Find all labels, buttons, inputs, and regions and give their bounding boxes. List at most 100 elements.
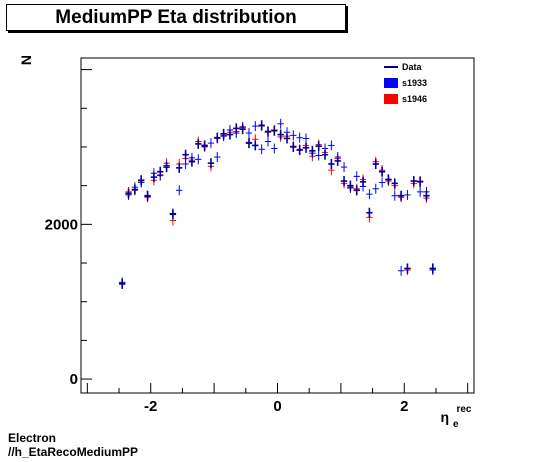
data-point-Data [347,180,354,191]
data-point-s1933 [271,143,278,154]
x-axis-label-sub: e [453,419,459,430]
data-point-Data [150,172,158,183]
data-point-s1933 [195,154,202,165]
data-point-Data [302,142,310,153]
data-point-Data [169,209,177,220]
data-point-Data [328,158,335,169]
axes: -2 0 2 0 2000 [45,69,469,415]
data-point-Data [220,128,227,139]
data-point-Data [353,185,360,196]
data-point-Data [239,124,246,135]
data-point-Data [315,141,322,152]
plot-frame [80,57,475,394]
series-s1933 [119,118,436,288]
data-point-Data [233,123,240,134]
data-marks [119,118,436,289]
data-point-s1933 [372,183,379,194]
data-point-s1933 [404,189,411,200]
data-point-Data [397,190,405,201]
data-point-Data [372,158,379,169]
data-point-s1933 [378,177,386,188]
data-point-s1933 [315,150,322,161]
data-point-s1933 [277,118,284,129]
data-point-s1933 [290,130,297,141]
data-point-Data [296,145,303,156]
data-point-s1933 [416,186,424,197]
data-point-s1933 [366,189,373,200]
data-point-s1933 [340,162,348,173]
data-point-s1933 [264,136,272,147]
data-point-Data [144,190,151,201]
data-point-s1933 [258,144,265,155]
legend-label-s1946: s1946 [402,94,427,104]
data-point-Data [214,132,221,143]
data-point-s1933 [252,121,259,132]
y-axis-label: N [18,55,34,65]
series-Data [119,120,436,289]
legend-label-s1933: s1933 [402,78,427,88]
data-point-Data [157,166,164,177]
data-point-Data [429,263,436,274]
series-s1946 [119,121,436,289]
x-tick-label: 2 [400,398,408,415]
data-point-Data [410,176,417,187]
data-point-s1933 [397,265,405,276]
data-point-Data [252,140,259,151]
y-tick-label: 0 [70,371,78,388]
data-point-s1933 [182,158,189,169]
data-point-Data [423,190,430,201]
x-tick-label: 0 [273,398,281,415]
data-point-Data [277,129,284,140]
data-point-Data [131,184,139,195]
y-tick-label: 2000 [45,216,78,233]
data-point-Data [119,278,126,289]
data-point-Data [195,138,202,149]
legend: Data s1933 s1946 [384,62,427,104]
data-point-s1933 [328,140,335,151]
data-point-Data [182,149,189,160]
data-point-Data [125,188,132,199]
data-point-Data [290,141,297,152]
data-point-Data [138,175,145,186]
data-point-Data [378,166,386,177]
data-point-s1933 [176,185,183,196]
x-tick-label: -2 [144,398,157,415]
data-point-Data [283,133,291,144]
data-point-s1933 [245,128,253,139]
data-point-Data [245,138,253,149]
data-point-Data [188,156,196,167]
data-point-s1933 [296,132,303,143]
data-point-Data [207,158,215,169]
data-point-s1933 [207,138,215,149]
footer-histogram-path: //h_EtaRecoMediumPP [8,445,139,459]
data-point-s1933 [214,152,221,163]
data-point-Data [366,207,373,218]
data-point-Data [416,176,424,187]
data-point-Data [201,140,208,151]
data-point-s1933 [391,190,398,201]
x-axis-label: η e rec [441,404,472,430]
data-point-Data [226,129,234,140]
data-point-Data [385,174,392,185]
x-axis-label-sup: rec [456,404,471,415]
data-point-s1933 [302,133,310,144]
data-point-Data [176,162,183,173]
chart-title-box: MediumPP Eta distribution [6,4,346,31]
data-point-Data [309,145,316,156]
data-point-Data [264,126,272,137]
legend-marker-s1946 [384,94,398,104]
data-point-Data [404,263,411,274]
data-point-Data [391,178,398,189]
chart-title: MediumPP Eta distribution [55,7,297,28]
data-point-Data [340,176,348,187]
data-point-Data [334,155,341,166]
data-point-s1933 [353,171,360,182]
x-axis-label-eta: η [441,409,450,425]
legend-label-Data: Data [402,62,423,72]
legend-marker-s1933 [384,78,398,88]
data-point-Data [359,176,367,187]
data-point-Data [271,125,278,136]
data-point-Data [258,120,265,131]
data-point-Data [321,149,329,160]
